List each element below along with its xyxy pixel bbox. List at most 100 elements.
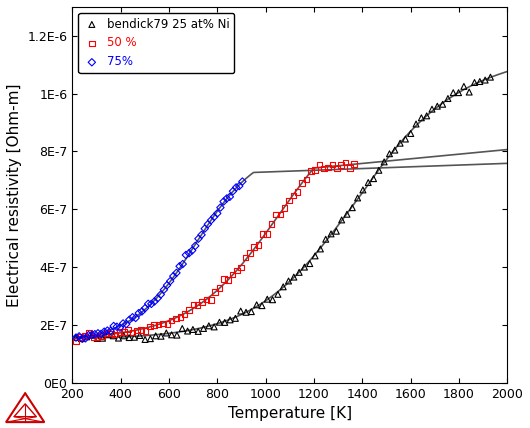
50 %	[320, 165, 328, 172]
Legend: bendick79 25 at% Ni, 50 %, 75%: bendick79 25 at% Ni, 50 %, 75%	[78, 13, 234, 73]
bendick79 25 at% Ni	[252, 301, 261, 308]
bendick79 25 at% Ni	[332, 228, 341, 235]
bendick79 25 at% Ni	[322, 236, 330, 243]
75%	[216, 204, 225, 211]
bendick79 25 at% Ni	[215, 319, 224, 326]
bendick79 25 at% Ni	[273, 291, 282, 298]
bendick79 25 at% Ni	[475, 78, 484, 85]
50 %	[228, 271, 237, 278]
bendick79 25 at% Ni	[375, 167, 383, 174]
50 %	[128, 329, 137, 336]
50 %	[189, 301, 198, 308]
bendick79 25 at% Ni	[98, 335, 107, 342]
75%	[144, 300, 153, 307]
bendick79 25 at% Ni	[338, 217, 346, 223]
bendick79 25 at% Ni	[93, 335, 101, 342]
bendick79 25 at% Ni	[422, 113, 431, 119]
bendick79 25 at% Ni	[354, 194, 362, 201]
bendick79 25 at% Ni	[327, 230, 335, 237]
bendick79 25 at% Ni	[369, 175, 378, 182]
75%	[94, 330, 102, 337]
bendick79 25 at% Ni	[183, 327, 192, 334]
bendick79 25 at% Ni	[141, 336, 149, 343]
75%	[204, 221, 212, 228]
50 %	[76, 334, 85, 341]
75%	[188, 247, 197, 254]
Y-axis label: Electrical resistivity [Ohm-m]: Electrical resistivity [Ohm-m]	[7, 83, 22, 306]
50 %	[280, 204, 289, 211]
bendick79 25 at% Ni	[72, 334, 80, 341]
50 %	[219, 276, 228, 282]
bendick79 25 at% Ni	[258, 302, 266, 309]
75%	[119, 320, 127, 327]
bendick79 25 at% Ni	[300, 264, 308, 270]
75%	[125, 316, 134, 323]
bendick79 25 at% Ni	[77, 335, 85, 342]
50 %	[180, 310, 189, 317]
75%	[163, 282, 171, 288]
bendick79 25 at% Ni	[486, 74, 494, 80]
50 %	[81, 332, 89, 339]
50 %	[158, 320, 167, 327]
75%	[235, 183, 243, 190]
75%	[75, 333, 83, 340]
50 %	[306, 167, 315, 174]
50 %	[98, 333, 107, 339]
50 %	[150, 322, 158, 329]
bendick79 25 at% Ni	[470, 79, 479, 86]
50 %	[146, 323, 154, 330]
bendick79 25 at% Ni	[465, 89, 473, 95]
bendick79 25 at% Ni	[343, 211, 351, 218]
75%	[131, 315, 140, 321]
50 %	[124, 326, 132, 333]
bendick79 25 at% Ni	[120, 333, 128, 339]
50 %	[263, 231, 271, 238]
75%	[166, 278, 174, 285]
bendick79 25 at% Ni	[263, 296, 271, 303]
bendick79 25 at% Ni	[210, 324, 218, 330]
bendick79 25 at% Ni	[289, 273, 298, 280]
bendick79 25 at% Ni	[82, 333, 91, 340]
bendick79 25 at% Ni	[401, 136, 410, 143]
75%	[219, 198, 228, 205]
50 %	[276, 211, 285, 218]
50 %	[89, 333, 98, 340]
75%	[112, 323, 121, 330]
bendick79 25 at% Ni	[247, 308, 255, 315]
75%	[223, 195, 231, 202]
50 %	[250, 244, 259, 251]
75%	[122, 321, 130, 327]
bendick79 25 at% Ni	[125, 334, 134, 341]
bendick79 25 at% Ni	[146, 335, 155, 342]
bendick79 25 at% Ni	[114, 335, 123, 342]
50 %	[272, 211, 280, 218]
50 %	[215, 285, 224, 291]
bendick79 25 at% Ni	[380, 158, 388, 165]
75%	[238, 178, 246, 185]
bendick79 25 at% Ni	[205, 322, 213, 329]
bendick79 25 at% Ni	[348, 204, 357, 211]
50 %	[211, 289, 219, 296]
75%	[175, 263, 184, 270]
75%	[91, 331, 99, 338]
75%	[103, 327, 112, 334]
bendick79 25 at% Ni	[412, 121, 420, 128]
50 %	[311, 166, 320, 173]
bendick79 25 at% Ni	[109, 333, 118, 339]
50 %	[120, 329, 128, 336]
75%	[156, 291, 165, 298]
bendick79 25 at% Ni	[417, 114, 426, 121]
50 %	[337, 161, 346, 168]
50 %	[102, 329, 111, 336]
75%	[147, 300, 156, 307]
bendick79 25 at% Ni	[189, 326, 197, 333]
50 %	[333, 165, 341, 172]
75%	[78, 336, 86, 342]
75%	[87, 331, 96, 338]
bendick79 25 at% Ni	[428, 106, 436, 113]
50 %	[328, 161, 337, 168]
50 %	[85, 330, 93, 336]
bendick79 25 at% Ni	[279, 283, 287, 290]
75%	[191, 242, 199, 249]
50 %	[207, 296, 215, 303]
